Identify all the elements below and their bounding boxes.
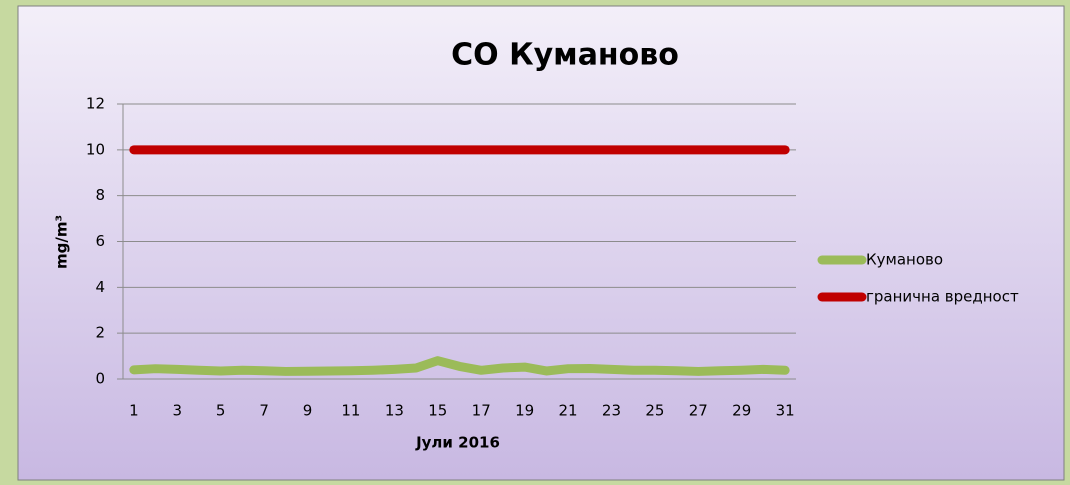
- x-tick-label: 25: [645, 402, 664, 420]
- y-tick-label: 4: [95, 278, 105, 296]
- x-tick-label: 9: [303, 402, 313, 420]
- x-tick-label: 13: [385, 402, 404, 420]
- x-tick-label: 19: [515, 402, 534, 420]
- x-tick-label: 11: [341, 402, 360, 420]
- chart-title: CO Куманово: [451, 38, 679, 73]
- legend-label: Куманово: [866, 251, 943, 269]
- x-tick-label: 1: [129, 402, 139, 420]
- x-tick-label: 23: [602, 402, 621, 420]
- chart-panel: [17, 5, 1065, 481]
- x-tick-label: 15: [428, 402, 447, 420]
- legend-label: гранична вредност: [866, 288, 1019, 306]
- x-axis-title: Јули 2016: [415, 434, 500, 452]
- y-tick-label: 0: [95, 370, 105, 388]
- x-tick-label: 31: [776, 402, 795, 420]
- x-tick-label: 17: [472, 402, 491, 420]
- data-line: [129, 356, 790, 376]
- y-tick-label: 10: [86, 140, 105, 158]
- y-axis-title: mg/m³: [53, 215, 71, 269]
- x-tick-label: 3: [173, 402, 183, 420]
- x-tick-label: 21: [559, 402, 578, 420]
- y-tick-label: 6: [95, 232, 105, 250]
- x-tick-label: 27: [689, 402, 708, 420]
- x-tick-label: 7: [259, 402, 269, 420]
- y-tick-label: 8: [95, 186, 105, 204]
- y-tick-label: 2: [95, 324, 105, 342]
- x-tick-label: 5: [216, 402, 226, 420]
- y-tick-label: 12: [86, 95, 105, 113]
- x-tick-label: 29: [732, 402, 751, 420]
